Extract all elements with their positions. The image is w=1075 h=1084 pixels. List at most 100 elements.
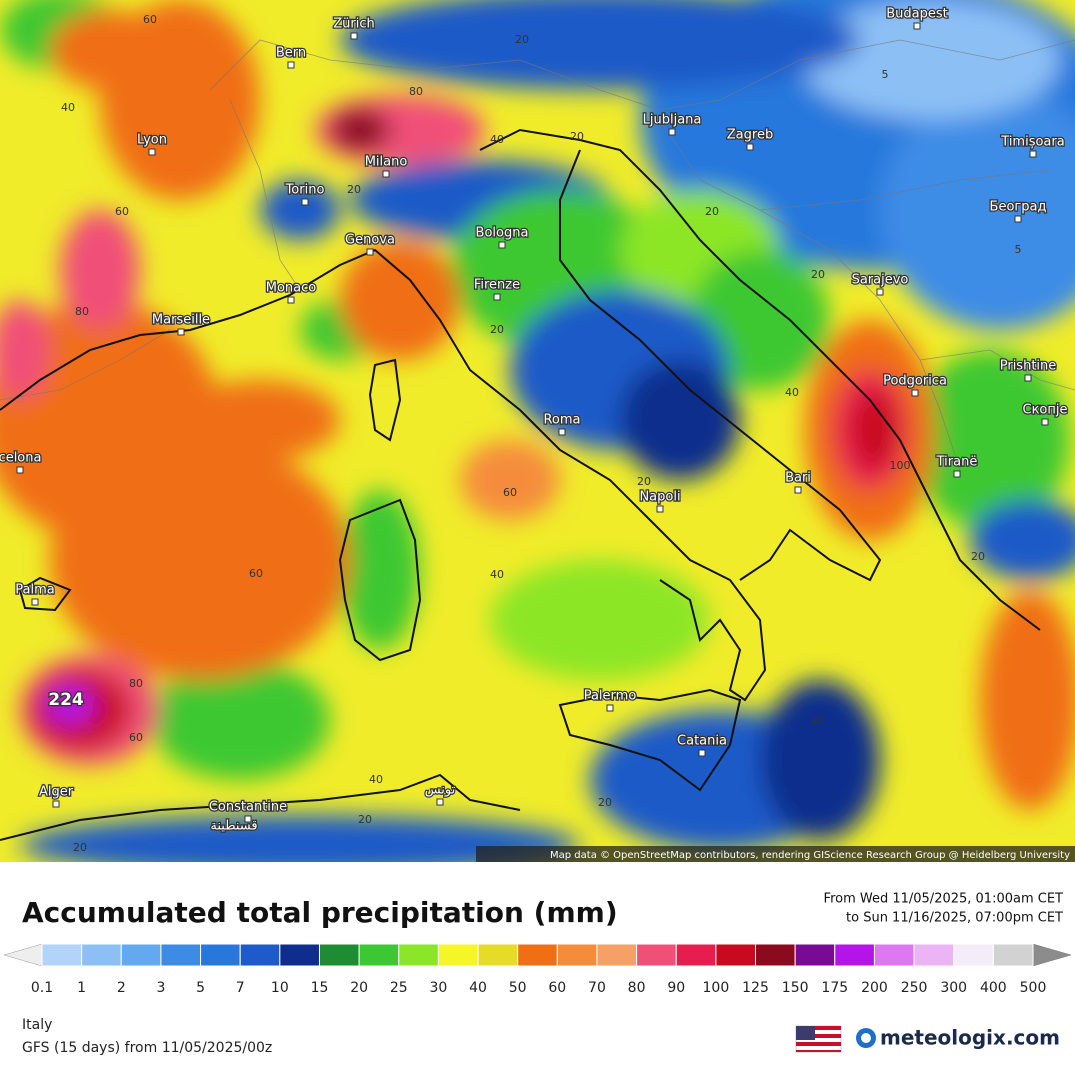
city-label: Timișoara bbox=[1000, 135, 1064, 150]
scale-tick-label: 500 bbox=[1020, 980, 1047, 996]
scale-tick-label: 1 bbox=[77, 980, 86, 996]
scale-box bbox=[755, 943, 796, 967]
city-label: Torino bbox=[285, 183, 325, 198]
city-label: Ljubljana bbox=[643, 113, 702, 128]
city-label: Zagreb bbox=[727, 128, 773, 143]
scale-box bbox=[318, 943, 360, 967]
precipitation-area bbox=[45, 685, 95, 725]
precipitation-area bbox=[60, 210, 140, 330]
contour-label: 20 bbox=[971, 550, 985, 563]
contour-labels: 60 40 60 80 80 20 40 20 20 20 20 5 5 20 40 100 60 20 40 60 8… bbox=[61, 13, 1022, 854]
scale-box bbox=[437, 943, 479, 967]
precipitation-area bbox=[853, 392, 897, 468]
scale-box bbox=[834, 943, 875, 967]
scale-tick-label: 50 bbox=[509, 980, 527, 996]
precipitation-area bbox=[330, 108, 390, 152]
scale-box bbox=[120, 943, 162, 967]
precipitation-area bbox=[340, 490, 420, 650]
contour-label: 60 bbox=[129, 731, 143, 744]
scale-box bbox=[477, 943, 519, 967]
contour-label: 20 bbox=[490, 323, 504, 336]
city-label: Constantine bbox=[209, 800, 287, 815]
precipitation-area bbox=[460, 440, 560, 520]
city-marker bbox=[1014, 215, 1022, 223]
contour-label: 20 bbox=[515, 33, 529, 46]
scale-tick-label: 5 bbox=[196, 980, 205, 996]
scale-box bbox=[953, 943, 994, 967]
scale-box bbox=[517, 943, 558, 967]
scale-tick-label: 150 bbox=[782, 980, 809, 996]
brand-logo bbox=[856, 1028, 876, 1048]
period-start: From Wed 11/05/2025, 01:00am CET bbox=[824, 892, 1064, 907]
contour-label: 20 bbox=[598, 796, 612, 809]
city-label: Bari bbox=[785, 471, 811, 486]
attribution-background bbox=[476, 846, 1075, 862]
city-label: Monaco bbox=[266, 281, 317, 296]
city-marker bbox=[1029, 150, 1037, 158]
attribution: Map data © OpenStreetMap contributors, r… bbox=[550, 850, 1070, 861]
city-marker bbox=[1024, 374, 1032, 382]
scale-box bbox=[913, 943, 955, 967]
city-marker bbox=[287, 61, 295, 69]
scale-tick-label: 70 bbox=[588, 980, 606, 996]
scale-box bbox=[992, 943, 1034, 967]
scale-box bbox=[200, 943, 241, 967]
scale-box bbox=[358, 943, 400, 967]
city-marker bbox=[911, 389, 919, 397]
scale-box bbox=[556, 943, 598, 967]
precipitation-area bbox=[180, 380, 340, 460]
scale-tick-label: 90 bbox=[667, 980, 685, 996]
city-marker bbox=[498, 241, 506, 249]
city-label: Bern bbox=[276, 46, 306, 61]
contour-label: 60 bbox=[115, 205, 129, 218]
scale-tick-label: 80 bbox=[628, 980, 646, 996]
city-label: Genova bbox=[345, 233, 395, 248]
city-label: Napoli bbox=[639, 490, 680, 505]
contour-label: 20 bbox=[347, 183, 361, 196]
city-label: Београд bbox=[990, 200, 1047, 215]
contour-label: 60 bbox=[143, 13, 157, 26]
city-marker bbox=[876, 288, 884, 296]
precipitation-area bbox=[260, 180, 340, 240]
precipitation-area bbox=[980, 590, 1075, 810]
precipitation-area bbox=[150, 660, 330, 780]
city-label: Budapest bbox=[886, 7, 948, 22]
scale-tick-label: 300 bbox=[940, 980, 967, 996]
max-value-label: 224 bbox=[48, 690, 84, 710]
contour-label: 20 bbox=[73, 841, 87, 854]
contour-label: 20 bbox=[358, 813, 372, 826]
scale-tick-label: 60 bbox=[548, 980, 566, 996]
legend-title: Accumulated total precipitation (mm) bbox=[22, 896, 618, 929]
scale-box bbox=[794, 943, 836, 967]
precipitation-area bbox=[340, 240, 460, 360]
contour-label: 100 bbox=[890, 459, 911, 472]
city-marker bbox=[698, 749, 706, 757]
contour-label: 60 bbox=[503, 486, 517, 499]
city-marker bbox=[913, 22, 921, 30]
contour-label: 40 bbox=[61, 101, 75, 114]
scale-tick-label: 10 bbox=[271, 980, 289, 996]
contour-label: 40 bbox=[490, 568, 504, 581]
city-label: Firenze bbox=[474, 278, 520, 293]
brand[interactable]: meteologix.com bbox=[880, 1026, 1060, 1050]
scale-tick-label: 400 bbox=[980, 980, 1007, 996]
contour-label: 20 bbox=[570, 130, 584, 143]
scale-tick-label: 20 bbox=[350, 980, 368, 996]
city-marker bbox=[606, 704, 614, 712]
city-marker bbox=[493, 293, 501, 301]
city-label: Скопје bbox=[1023, 403, 1068, 418]
scale-tick-label: 40 bbox=[469, 980, 487, 996]
contour-label: 40 bbox=[785, 386, 799, 399]
precipitation-area bbox=[20, 815, 580, 862]
precipitation-area bbox=[880, 90, 1075, 330]
city-label: Milano bbox=[365, 155, 408, 170]
scale-box bbox=[398, 943, 439, 967]
map: 60 40 60 80 80 20 40 20 20 20 20 5 5 20 40 100 60 20 40 60 8… bbox=[0, 0, 1075, 862]
city-marker bbox=[52, 800, 60, 808]
city-label: تونس bbox=[425, 783, 456, 798]
precipitation-area bbox=[340, 0, 860, 90]
scale-tick-label: 30 bbox=[429, 980, 447, 996]
city-marker bbox=[244, 815, 252, 823]
city-marker bbox=[177, 328, 185, 336]
city-marker bbox=[746, 143, 754, 151]
